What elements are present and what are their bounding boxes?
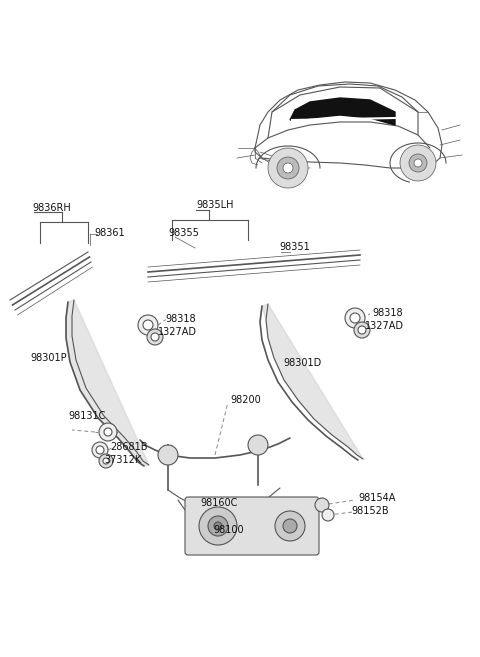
Circle shape [350, 313, 360, 323]
Text: 98154A: 98154A [358, 493, 396, 503]
Circle shape [322, 509, 334, 521]
Text: 98361: 98361 [94, 228, 125, 238]
Circle shape [345, 308, 365, 328]
Circle shape [409, 154, 427, 172]
Polygon shape [260, 304, 363, 459]
Circle shape [138, 315, 158, 335]
Circle shape [92, 442, 108, 458]
Text: 98301P: 98301P [30, 353, 67, 363]
Text: 98351: 98351 [279, 242, 310, 252]
Circle shape [283, 163, 293, 173]
Polygon shape [66, 300, 149, 466]
Text: 98318: 98318 [372, 308, 403, 318]
Circle shape [151, 333, 159, 341]
Text: 1327AD: 1327AD [158, 327, 197, 337]
Circle shape [147, 329, 163, 345]
Circle shape [268, 148, 308, 188]
Circle shape [283, 519, 297, 533]
Text: 98301D: 98301D [283, 358, 321, 368]
Circle shape [275, 511, 305, 541]
Text: 9835LH: 9835LH [196, 200, 233, 210]
Text: 98100: 98100 [213, 525, 244, 535]
Text: 98318: 98318 [165, 314, 196, 324]
Circle shape [214, 522, 222, 530]
Text: 98200: 98200 [230, 395, 261, 405]
Text: 37312K: 37312K [104, 455, 141, 465]
Circle shape [354, 322, 370, 338]
Circle shape [104, 428, 112, 436]
Circle shape [208, 516, 228, 536]
Circle shape [158, 445, 178, 465]
FancyBboxPatch shape [185, 497, 319, 555]
Text: 1327AD: 1327AD [365, 321, 404, 331]
Text: 28681B: 28681B [110, 442, 147, 452]
Circle shape [199, 507, 237, 545]
Circle shape [103, 458, 109, 464]
Circle shape [248, 435, 268, 455]
Text: 98152B: 98152B [351, 506, 389, 516]
Polygon shape [290, 98, 395, 125]
Text: 9836RH: 9836RH [32, 203, 71, 213]
Circle shape [143, 320, 153, 330]
Circle shape [400, 145, 436, 181]
Text: 98355: 98355 [168, 228, 199, 238]
Circle shape [277, 157, 299, 179]
Circle shape [414, 159, 422, 167]
Text: 98160C: 98160C [200, 498, 238, 508]
Text: 98131C: 98131C [68, 411, 106, 421]
Circle shape [99, 454, 113, 468]
Circle shape [99, 423, 117, 441]
Circle shape [315, 498, 329, 512]
Circle shape [358, 326, 366, 334]
Circle shape [96, 446, 104, 454]
